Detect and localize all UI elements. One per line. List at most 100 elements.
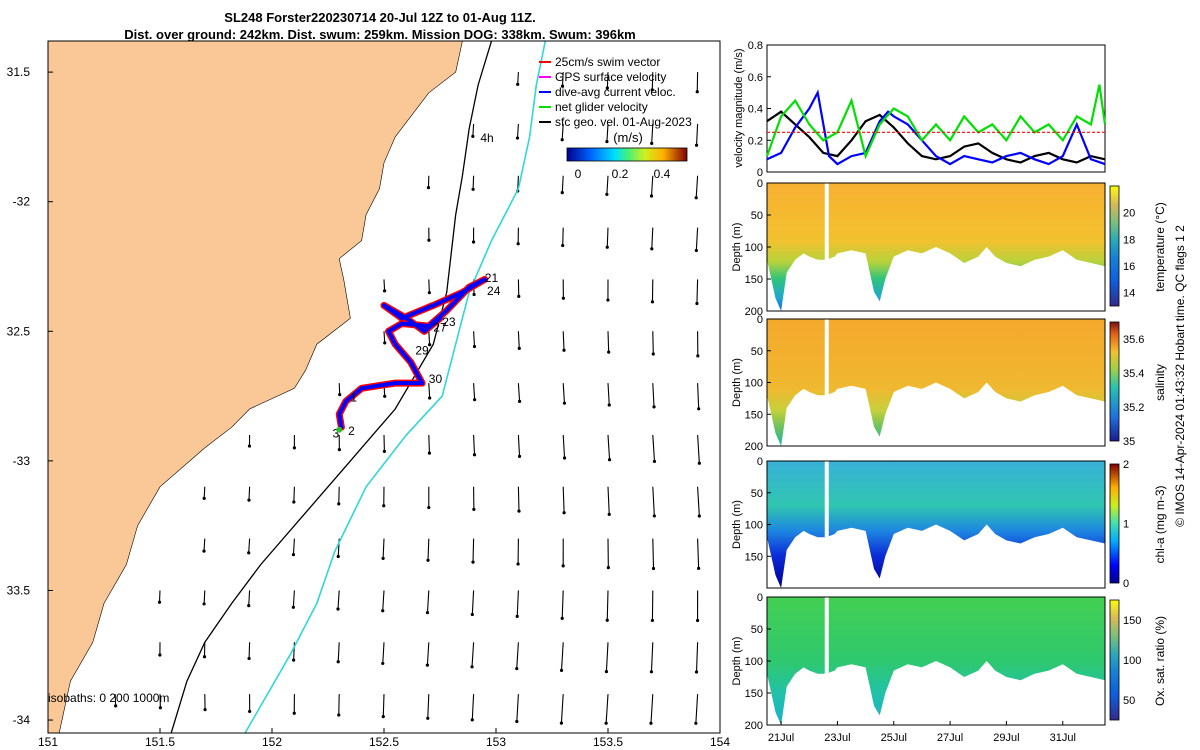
velocity-arrow (562, 434, 566, 459)
velocity-arrow-head (650, 88, 654, 92)
colorbar-tick-label: 35.2 (1123, 402, 1144, 414)
velocity-arrow-head (516, 562, 520, 566)
heatmap-field (767, 461, 1105, 588)
y-tick-label: 33.5 (7, 583, 31, 597)
velocity-arrow (428, 383, 431, 399)
velocity-arrow-head (562, 456, 567, 460)
velocity-arrow (471, 590, 475, 615)
velocity-arrow-head (560, 191, 564, 195)
velocity-arrow-head (383, 394, 387, 398)
isobaths-label: isobaths: 0 200 1000m (48, 691, 169, 705)
velocity-arrow (697, 383, 700, 409)
velocity-arrow-head (202, 496, 206, 500)
colorbar-tick-label: 0 (1123, 578, 1129, 590)
velocity-arrow-head (696, 354, 700, 358)
track-label: 30 (429, 372, 443, 386)
velocity-arrow (471, 694, 475, 720)
velocity-arrow-head (517, 399, 522, 403)
y-tick-label: -34 (13, 713, 31, 727)
velocity-arrow-head (695, 618, 700, 623)
velocity-arrow-head (337, 448, 341, 452)
depth-ylabel: Depth (m) (731, 500, 743, 549)
velocity-arrow-head (652, 514, 656, 518)
heatmap-panel: 0 50 100 150 200 Depth (m) 35 35.2 35.4 35.6 salin… (731, 314, 1167, 453)
velocity-arrow-head (649, 670, 654, 674)
velocity-arrow-head (472, 344, 477, 349)
depth-tick-label: 150 (745, 688, 763, 700)
velocity-arrow-head (291, 605, 295, 609)
data-gap (824, 319, 829, 446)
colorbar-tick-label: 20 (1123, 208, 1135, 220)
colorbar-units: (m/s) (613, 130, 643, 145)
velocity-arrow-head (607, 403, 611, 407)
date-tick-label: 23Jul (824, 732, 850, 744)
depth-ylabel: Depth (m) (731, 358, 743, 407)
legend-label: sfc geo. vel. 01-Aug-2023 (555, 115, 692, 129)
date-tick-label: 25Jul (881, 732, 907, 744)
legend-label: GPS surface velocity (555, 70, 666, 84)
velocity-arrow-head (114, 704, 118, 708)
velocity-arrow-head (649, 194, 654, 198)
velocity-arrow-head (650, 300, 655, 304)
velocity-arrow-head (202, 549, 206, 553)
x-tick-label: 152.5 (369, 735, 399, 749)
velocity-arrow-head (694, 143, 699, 147)
velocity-arrow (293, 642, 295, 661)
velocity-arrow (517, 383, 521, 402)
surface-velocity-vectors (114, 72, 701, 725)
velocity-arrow (517, 434, 521, 457)
depth-tick-label: 100 (745, 378, 763, 390)
velocity-arrow-head (471, 560, 475, 564)
velocity-arrow-head (607, 512, 611, 516)
colorbar-tick-label: 14 (1123, 288, 1135, 300)
velocity-arrow (292, 590, 295, 608)
velocity-y-tick-label: 0 (757, 167, 763, 179)
velocity-arrow-head (604, 721, 608, 725)
velocity-arrow-head (470, 665, 474, 669)
velocity-arrow (561, 175, 564, 193)
velocity-arrow-head (650, 247, 654, 251)
velocity-arrow-head (697, 514, 701, 518)
velocity-arrow-head (561, 564, 565, 568)
velocity-arrow-head (517, 294, 521, 298)
isobath-1000m (244, 41, 547, 733)
velocity-arrow-head (247, 551, 251, 555)
velocity-arrow-head (473, 398, 477, 402)
velocity-arrow (426, 642, 430, 666)
depth-ylabel: Depth (m) (731, 223, 743, 272)
velocity-arrow (517, 486, 520, 512)
velocity-arrow-head (336, 607, 340, 611)
date-tick-label: 31Jul (1050, 732, 1076, 744)
track-label: 1 (350, 390, 357, 404)
figure-title-line2: Dist. over ground: 242km. Dist. swum: 25… (124, 27, 636, 42)
depth-tick-label: 200 (745, 720, 763, 732)
velocity-arrow-head (605, 139, 609, 144)
velocity-arrow (650, 175, 654, 197)
velocity-arrow-head (562, 401, 567, 405)
velocity-arrow-head (650, 141, 654, 146)
velocity-arrow-head (202, 655, 207, 659)
velocity-arrow-head (427, 451, 432, 455)
glider-track (337, 277, 487, 430)
velocity-arrow-head (428, 396, 432, 400)
y-tick-label: -32 (13, 195, 31, 209)
velocity-arrow-head (202, 602, 206, 606)
velocity-arrow-head (694, 670, 699, 674)
velocity-arrow (652, 434, 656, 462)
depth-tick-label: 50 (751, 624, 763, 636)
depth-tick-label: 200 (745, 441, 763, 453)
velocity-arrow-head (292, 658, 296, 662)
velocity-arrow (606, 590, 609, 621)
velocity-arrow (650, 694, 654, 724)
depth-tick-label: 0 (757, 314, 763, 326)
depth-tick-label: 100 (745, 242, 763, 254)
velocity-y-tick-label: 0.2 (748, 135, 763, 147)
velocity-arrow-head (694, 248, 698, 253)
velocity-arrow (292, 538, 295, 555)
track-label: 3 (332, 427, 339, 441)
velocity-arrow (516, 694, 519, 722)
colorbar-label: temperature (°C) (1153, 202, 1167, 292)
colorbar-tick-label: 0.4 (654, 167, 671, 181)
depth-tick-label: 50 (751, 346, 763, 358)
